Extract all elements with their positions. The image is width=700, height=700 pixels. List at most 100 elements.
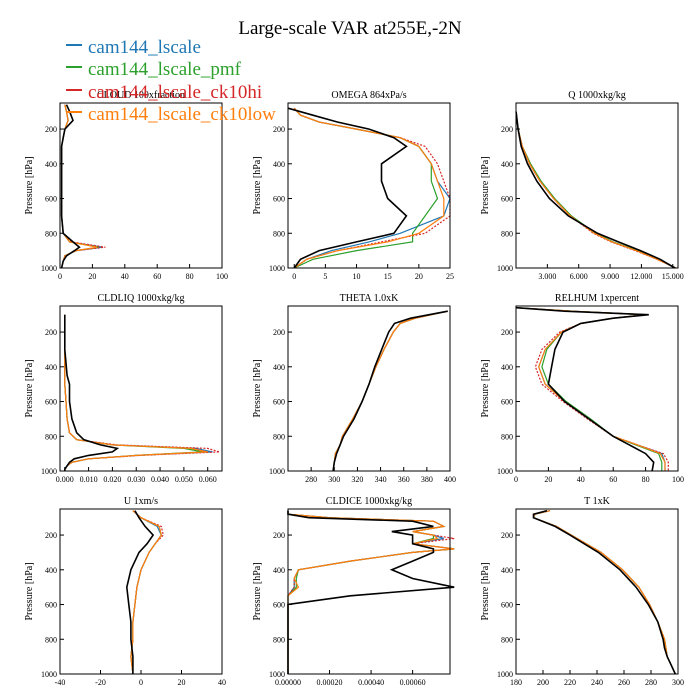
series-line <box>287 510 455 674</box>
y-axis-label: Pressure [hPa] <box>480 562 491 620</box>
plot-frame <box>59 102 223 269</box>
y-tick-label: 200 <box>45 328 57 337</box>
series-line <box>60 104 98 269</box>
y-axis-label: Pressure [hPa] <box>252 156 263 214</box>
series-line <box>130 510 162 675</box>
x-tick-label: 280 <box>645 678 657 687</box>
legend-label-2: cam144_lscale_pmf <box>88 59 242 80</box>
y-tick-label: 800 <box>273 432 285 441</box>
series-line <box>64 314 220 471</box>
x-tick-label: 100 <box>672 475 684 484</box>
legend-label-4: cam144_lscale_ck10low <box>88 104 276 125</box>
series-line <box>515 111 677 269</box>
x-tick-label: 300 <box>328 475 340 484</box>
panel-3: Q 1000xkg/kg Pressure [hPa] 3.000 6.000 9.00… <box>480 90 684 281</box>
series-line <box>287 510 455 674</box>
panel-title: CLDLIQ 1000xkg/kg <box>98 293 185 304</box>
series-line <box>287 510 455 674</box>
y-tick-label: 800 <box>273 229 285 238</box>
x-tick-label: 0.00040 <box>358 678 384 687</box>
y-tick-label: 600 <box>273 195 285 204</box>
panel-6: RELHUM 1xpercent Pressure [hPa] 0 20 40 60 80 1… <box>480 293 684 484</box>
x-tick-label: 280 <box>305 475 317 484</box>
panel-9: T 1xK Pressure [hPa] 180 200 220 240 260 280 300… <box>480 496 684 687</box>
y-tick-label: 800 <box>501 432 513 441</box>
x-tick-label: -20 <box>95 678 106 687</box>
y-tick-label: 800 <box>501 229 513 238</box>
series-line <box>515 307 666 471</box>
x-tick-label: 80 <box>642 475 650 484</box>
panel-1: CLOUD 100xfraction Pressure [hPa] 0 20 40 60 8… <box>24 90 228 281</box>
series-line <box>532 510 676 675</box>
y-tick-label: 400 <box>273 566 285 575</box>
x-tick-label: -40 <box>55 678 66 687</box>
y-tick-label: 400 <box>501 160 513 169</box>
legend-entry: cam144_lscale_ck10hi <box>66 82 262 103</box>
series-line <box>125 510 155 674</box>
x-tick-label: 40 <box>121 272 129 281</box>
series-line <box>515 307 669 471</box>
y-tick-label: 200 <box>273 328 285 337</box>
series-line <box>515 111 677 269</box>
y-tick-label: 1000 <box>269 467 285 476</box>
panel-title: U 1xm/s <box>124 496 158 507</box>
x-tick-label: 20 <box>178 678 186 687</box>
panel-title: T 1xK <box>584 496 610 507</box>
x-tick-label: 200 <box>537 678 549 687</box>
series-line <box>332 310 448 472</box>
y-tick-label: 1000 <box>41 670 57 679</box>
series-line <box>515 306 655 472</box>
panel-title: RELHUM 1xpercent <box>555 293 639 304</box>
panel-title: OMEGA 864xPa/s <box>331 90 406 101</box>
y-tick-label: 600 <box>45 398 57 407</box>
x-tick-label: 0.060 <box>199 475 217 484</box>
y-tick-label: 1000 <box>269 264 285 273</box>
series-line <box>332 310 448 472</box>
x-tick-label: 20 <box>88 272 96 281</box>
series-line <box>130 510 162 675</box>
series-line <box>532 510 676 675</box>
plot-frame <box>59 305 223 472</box>
y-tick-label: 800 <box>501 635 513 644</box>
series-line <box>532 509 677 675</box>
panel-8: CLDICE 1000xkg/kg Pressure [hPa] 0.00000 0.… <box>252 496 455 687</box>
x-tick-label: 100 <box>216 272 228 281</box>
y-tick-label: 400 <box>45 160 57 169</box>
series-line <box>515 307 663 471</box>
panel-title: CLDICE 1000xkg/kg <box>326 496 412 507</box>
y-tick-label: 600 <box>45 601 57 610</box>
x-tick-label: 20 <box>544 475 552 484</box>
y-tick-label: 400 <box>273 160 285 169</box>
y-tick-label: 1000 <box>269 670 285 679</box>
plot-frame <box>287 305 451 472</box>
x-tick-label: 0 <box>58 272 62 281</box>
x-tick-label: 10 <box>353 272 361 281</box>
x-tick-label: 20 <box>415 272 423 281</box>
y-tick-label: 400 <box>45 566 57 575</box>
panel-grid: CLOUD 100xfraction Pressure [hPa] 0 20 40 60 8… <box>24 90 684 687</box>
x-tick-label: 0.00000 <box>275 678 301 687</box>
x-tick-label: 3.000 <box>538 272 556 281</box>
y-tick-label: 200 <box>501 328 513 337</box>
x-tick-label: 0.000 <box>56 475 74 484</box>
y-axis-label: Pressure [hPa] <box>24 156 35 214</box>
y-tick-label: 1000 <box>41 264 57 273</box>
y-tick-label: 600 <box>45 195 57 204</box>
plot-frame <box>287 102 451 269</box>
y-tick-label: 400 <box>273 363 285 372</box>
x-tick-label: 0.020 <box>103 475 121 484</box>
y-tick-label: 800 <box>45 229 57 238</box>
panel-title: Q 1000xkg/kg <box>568 90 626 101</box>
y-tick-label: 1000 <box>497 670 513 679</box>
y-tick-label: 800 <box>45 635 57 644</box>
series-line <box>515 111 676 269</box>
x-tick-label: 180 <box>510 678 522 687</box>
y-tick-label: 600 <box>501 601 513 610</box>
x-tick-label: 40 <box>218 678 226 687</box>
series-line <box>332 310 448 472</box>
y-tick-label: 200 <box>45 125 57 134</box>
series-line <box>532 510 676 675</box>
x-tick-label: 0.030 <box>127 475 145 484</box>
x-tick-label: 0 <box>514 475 518 484</box>
